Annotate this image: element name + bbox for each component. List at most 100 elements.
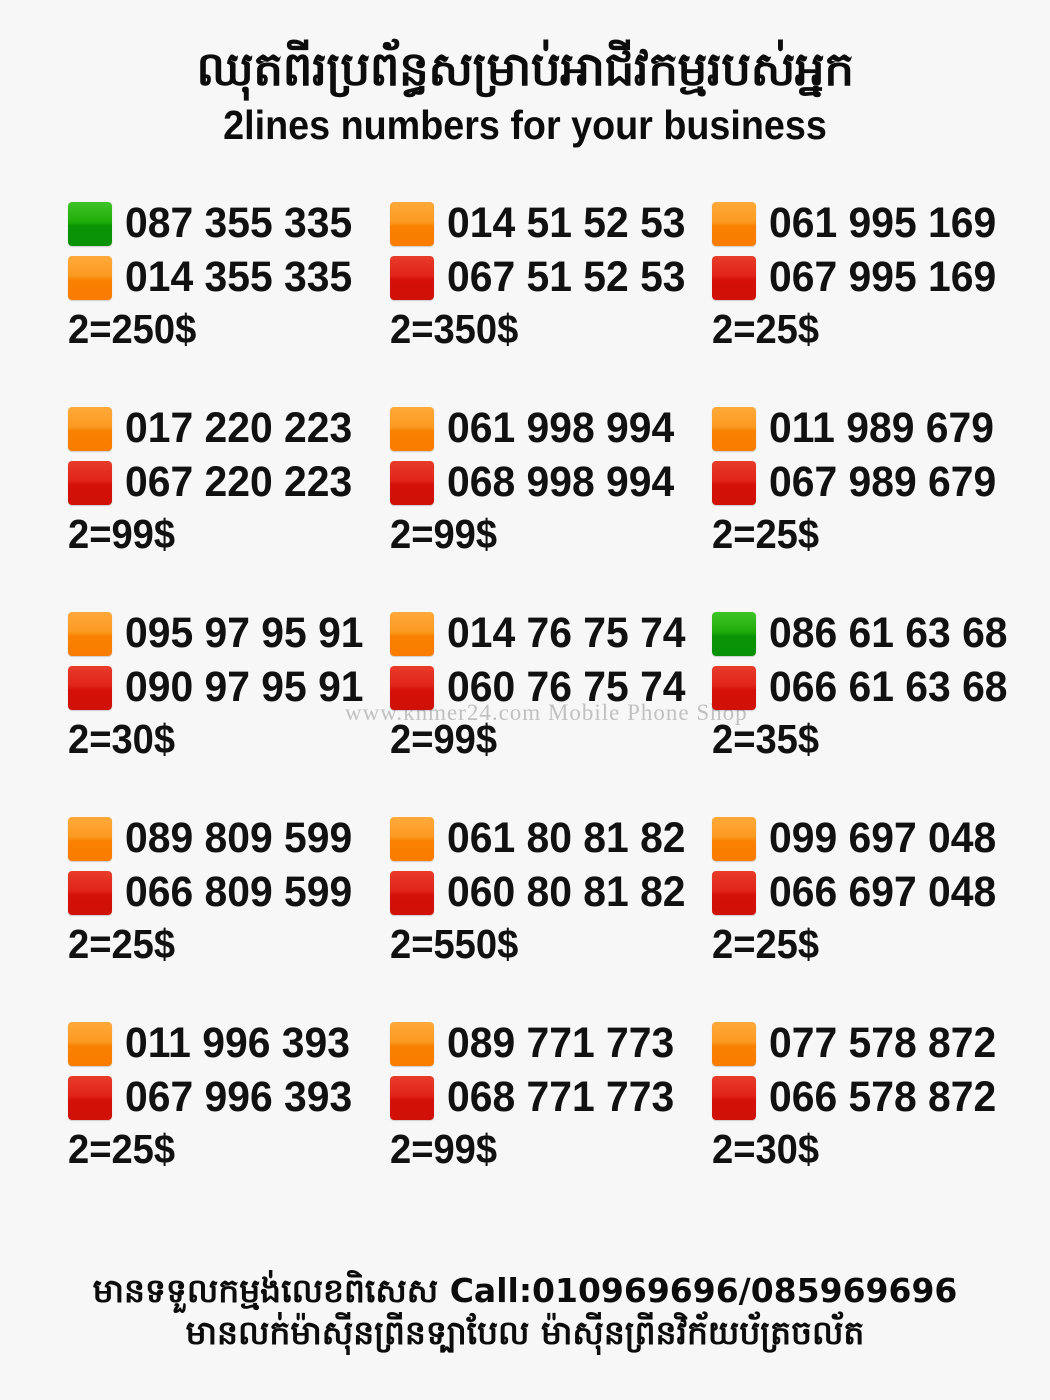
number-line: 061 995 169 [712, 198, 1020, 250]
number-package-card[interactable]: 061 995 169 067 995 169 2=25$ [712, 198, 1020, 403]
package-price: 2=99$ [390, 715, 498, 762]
number-package-card[interactable]: 061 80 81 82 060 80 81 82 2=550$ [390, 813, 712, 1018]
package-price: 2=99$ [390, 510, 498, 557]
phone-number: 011 996 393 [125, 1019, 350, 1068]
footer-contact-line: មានទទួលកម្មង់លេខពិសេស Call:010969696/085… [92, 1270, 958, 1310]
number-line: 077 578 872 [712, 1018, 1020, 1070]
number-package-card[interactable]: 077 578 872 066 578 872 2=30$ [712, 1018, 1020, 1223]
phone-number: 067 995 169 [769, 253, 997, 302]
phone-number: 066 61 63 68 [769, 663, 1008, 712]
phone-number: 060 76 75 74 [447, 663, 686, 712]
poster-footer: មានទទួលកម្មង់លេខពិសេស Call:010969696/085… [0, 1270, 1050, 1354]
phone-number: 061 80 81 82 [447, 814, 686, 863]
number-package-card[interactable]: 011 989 679 067 989 679 2=25$ [712, 403, 1020, 608]
number-line: 061 80 81 82 [390, 813, 712, 865]
number-package-card[interactable]: 014 76 75 74 060 76 75 74 2=99$ [390, 608, 712, 813]
number-line: 095 97 95 91 [68, 608, 390, 660]
number-package-card[interactable]: 095 97 95 91 090 97 95 91 2=30$ [68, 608, 390, 813]
orange-square-icon [712, 1021, 756, 1066]
red-square-icon [390, 460, 434, 505]
green-square-icon [68, 201, 112, 246]
package-price: 2=25$ [712, 510, 820, 557]
number-line: 011 989 679 [712, 403, 1020, 455]
package-price: 2=99$ [390, 1125, 498, 1172]
red-square-icon [712, 870, 756, 915]
phone-number: 087 355 335 [125, 199, 353, 248]
orange-square-icon [68, 406, 112, 451]
number-line: 067 996 393 [68, 1072, 390, 1124]
phone-number: 099 697 048 [769, 814, 997, 863]
phone-number: 077 578 872 [769, 1019, 997, 1068]
package-price: 2=99$ [68, 510, 176, 557]
number-line: 066 697 048 [712, 867, 1020, 919]
package-price: 2=25$ [68, 1125, 176, 1172]
red-square-icon [68, 1075, 112, 1120]
phone-number: 066 697 048 [769, 868, 997, 917]
number-line: 068 998 994 [390, 457, 712, 509]
red-square-icon [390, 870, 434, 915]
orange-square-icon [390, 406, 434, 451]
footer-services-line: មានលក់ម៉ាសុីនព្រីនទ្បាបែល ម៉ាសុីនព្រីនវិ… [185, 1312, 865, 1352]
package-price: 2=35$ [712, 715, 820, 762]
number-package-card[interactable]: 011 996 393 067 996 393 2=25$ [68, 1018, 390, 1223]
number-line: 066 578 872 [712, 1072, 1020, 1124]
phone-number: 068 771 773 [447, 1073, 675, 1122]
number-line: 011 996 393 [68, 1018, 390, 1070]
number-line: 087 355 335 [68, 198, 390, 250]
phone-number: 066 578 872 [769, 1073, 997, 1122]
red-square-icon [712, 665, 756, 710]
number-package-card[interactable]: 099 697 048 066 697 048 2=25$ [712, 813, 1020, 1018]
poster-header: ឈុតពីរប្រព័ន្ធសម្រាប់អាជីវកម្មរបស់អ្នក 2… [0, 0, 1050, 148]
number-package-card[interactable]: 014 51 52 53 067 51 52 53 2=350$ [390, 198, 712, 403]
orange-square-icon [68, 1021, 112, 1066]
orange-square-icon [390, 816, 434, 861]
number-line: 067 220 223 [68, 457, 390, 509]
number-line: 089 809 599 [68, 813, 390, 865]
package-price: 2=250$ [68, 305, 197, 352]
number-line: 017 220 223 [68, 403, 390, 455]
phone-number: 067 996 393 [125, 1073, 353, 1122]
phone-number: 095 97 95 91 [125, 609, 364, 658]
number-line: 014 355 335 [68, 252, 390, 304]
phone-number: 086 61 63 68 [769, 609, 1008, 658]
phone-number: 014 76 75 74 [447, 609, 686, 658]
orange-square-icon [712, 406, 756, 451]
number-package-card[interactable]: 089 771 773 068 771 773 2=99$ [390, 1018, 712, 1223]
number-line: 068 771 773 [390, 1072, 712, 1124]
phone-number: 089 771 773 [447, 1019, 675, 1068]
package-price: 2=25$ [68, 920, 176, 967]
number-package-card[interactable]: 089 809 599 066 809 599 2=25$ [68, 813, 390, 1018]
red-square-icon [712, 460, 756, 505]
number-line: 090 97 95 91 [68, 662, 390, 714]
red-square-icon [712, 1075, 756, 1120]
orange-square-icon [68, 611, 112, 656]
orange-square-icon [712, 201, 756, 246]
orange-square-icon [390, 1021, 434, 1066]
phone-number: 066 809 599 [125, 868, 353, 917]
page-title-khmer: ឈុតពីរប្រព័ន្ធសម្រាប់អាជីវកម្មរបស់អ្នក [196, 42, 854, 97]
number-line: 014 76 75 74 [390, 608, 712, 660]
number-package-card[interactable]: 086 61 63 68 066 61 63 68 2=35$ [712, 608, 1020, 813]
package-price: 2=350$ [390, 305, 519, 352]
orange-square-icon [712, 816, 756, 861]
number-package-card[interactable]: 087 355 335 014 355 335 2=250$ [68, 198, 390, 403]
package-price: 2=550$ [390, 920, 519, 967]
number-line: 067 989 679 [712, 457, 1020, 509]
package-price: 2=25$ [712, 920, 820, 967]
phone-number: 061 998 994 [447, 404, 675, 453]
phone-number: 060 80 81 82 [447, 868, 686, 917]
phone-number: 011 989 679 [769, 404, 994, 453]
phone-number: 017 220 223 [125, 404, 353, 453]
red-square-icon [712, 255, 756, 300]
number-line: 099 697 048 [712, 813, 1020, 865]
number-line: 089 771 773 [390, 1018, 712, 1070]
number-line: 066 61 63 68 [712, 662, 1020, 714]
phone-number: 067 989 679 [769, 458, 997, 507]
phone-number: 014 355 335 [125, 253, 353, 302]
red-square-icon [390, 1075, 434, 1120]
number-package-card[interactable]: 017 220 223 067 220 223 2=99$ [68, 403, 390, 608]
number-line: 060 76 75 74 [390, 662, 712, 714]
number-package-card[interactable]: 061 998 994 068 998 994 2=99$ [390, 403, 712, 608]
phone-number: 067 220 223 [125, 458, 353, 507]
